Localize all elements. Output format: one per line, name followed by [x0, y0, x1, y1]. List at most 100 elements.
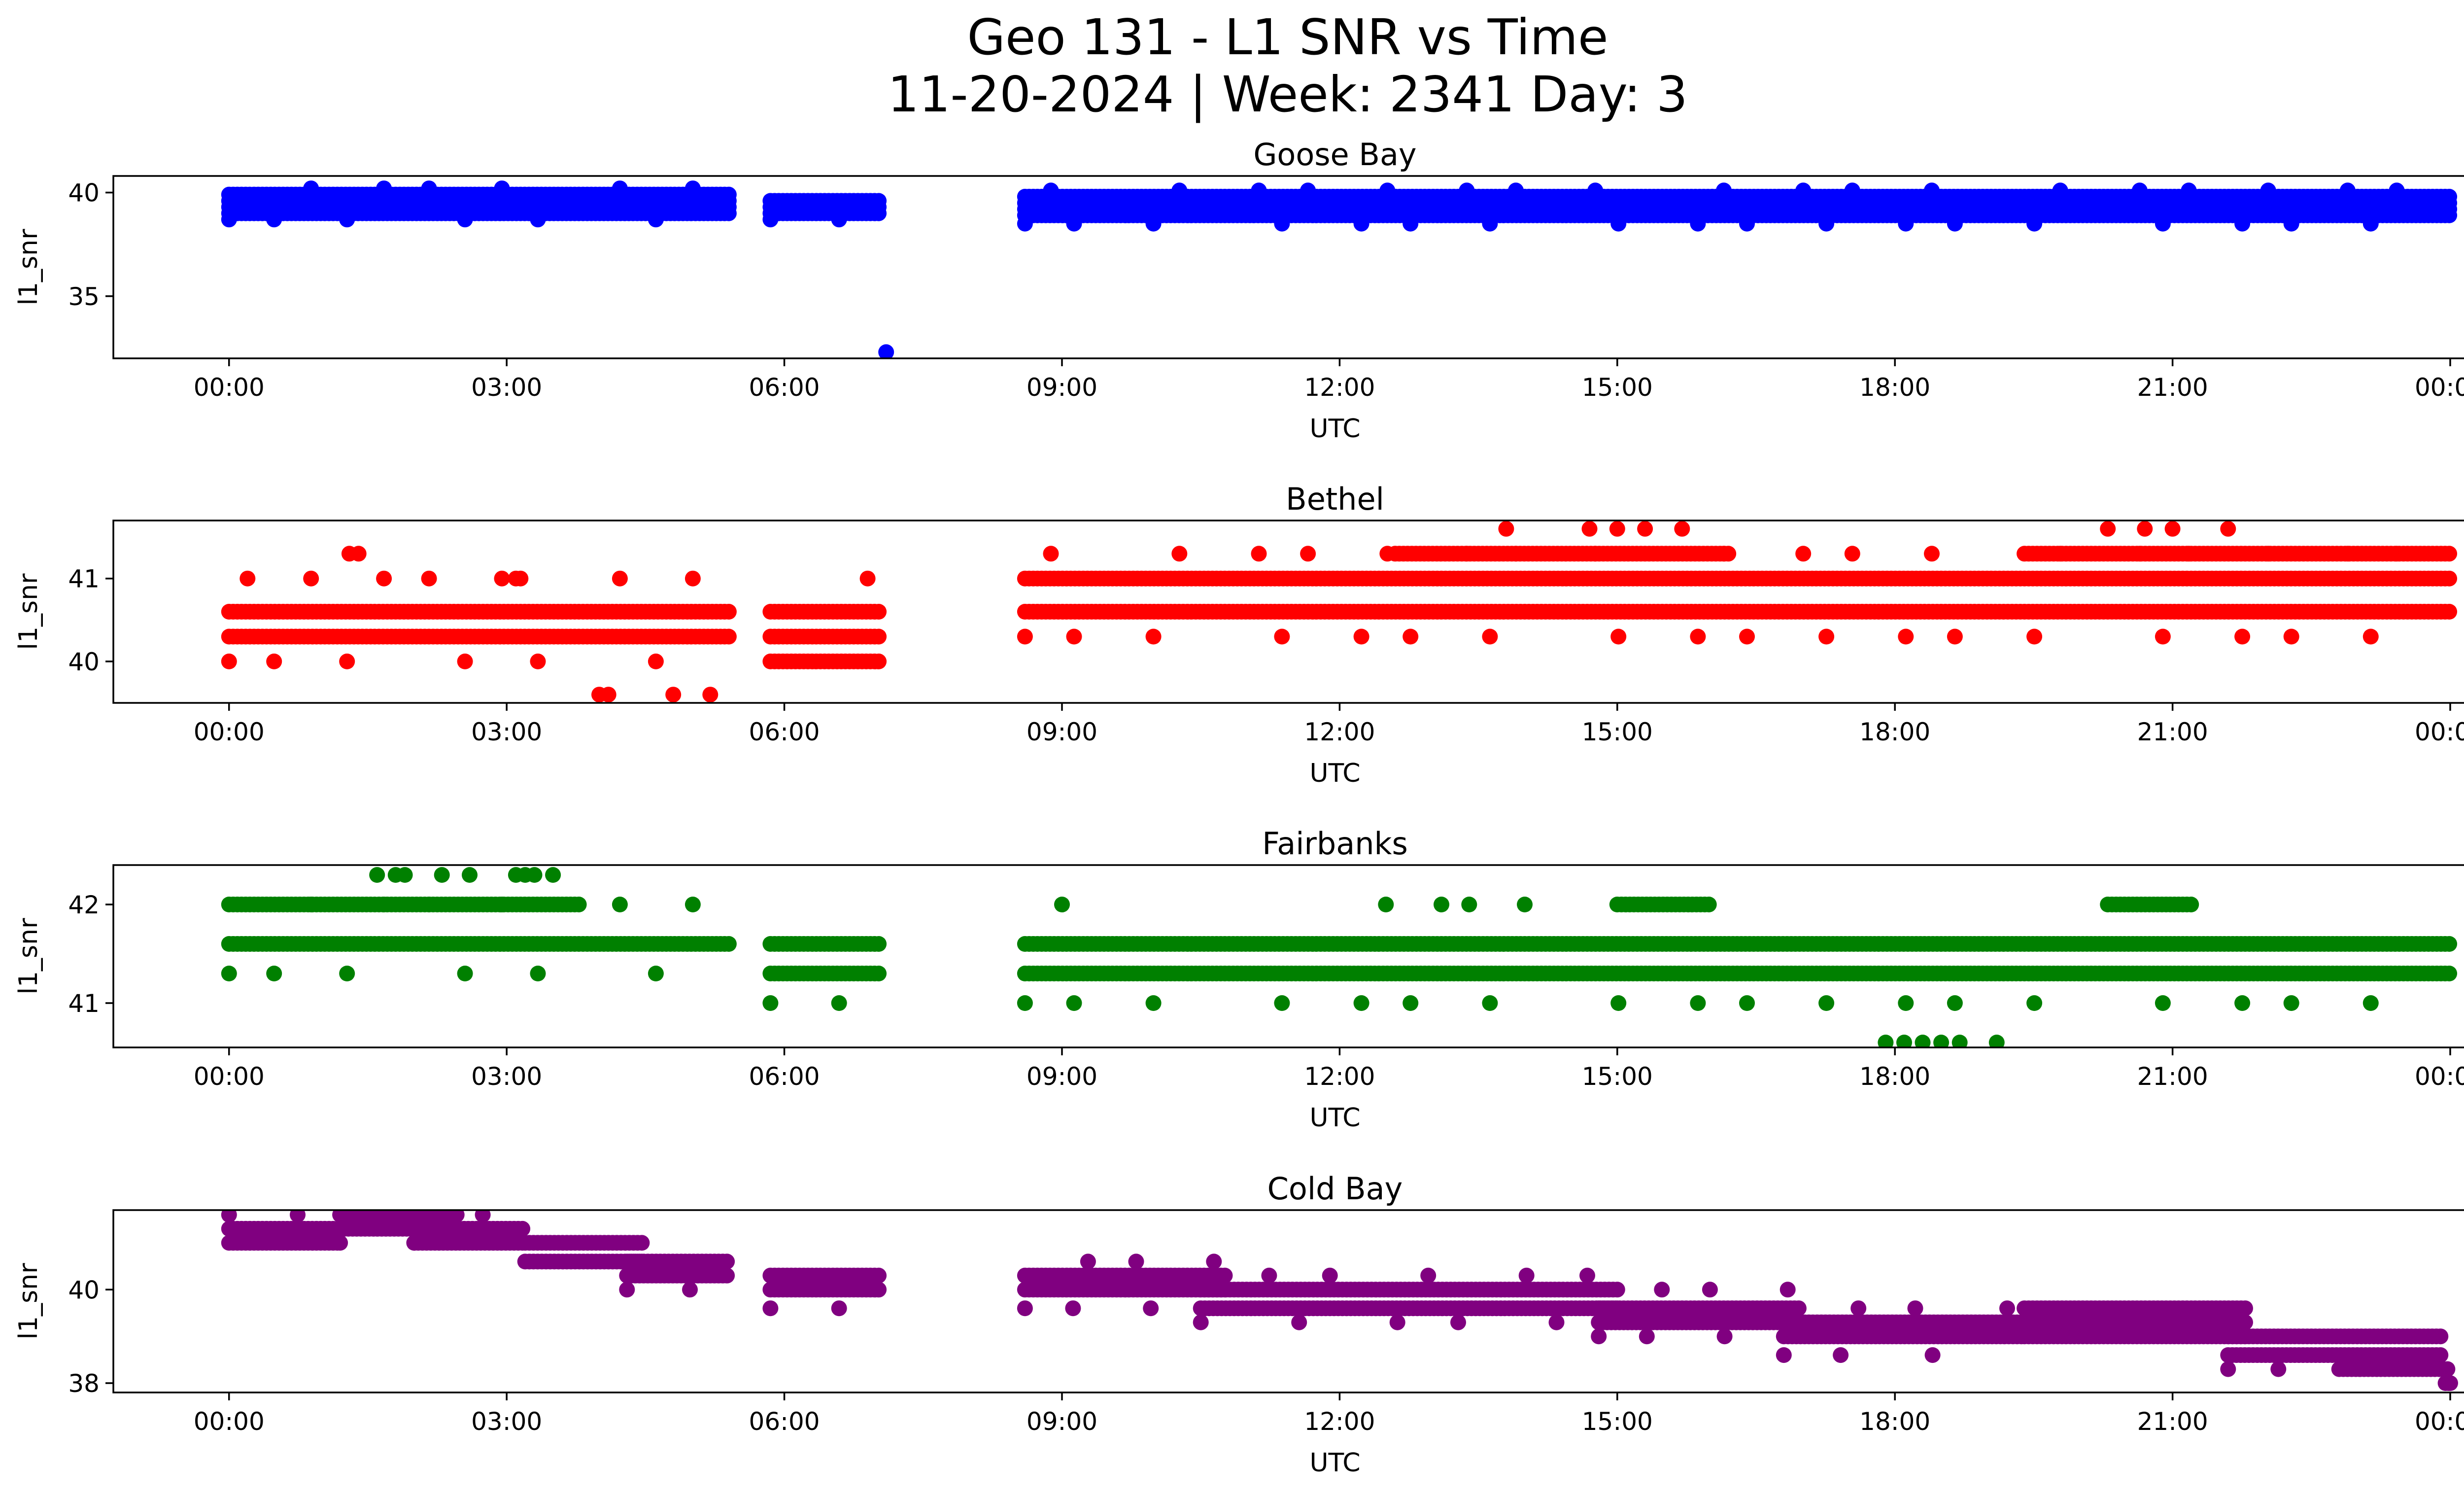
data-point — [871, 628, 887, 645]
data-point — [878, 344, 894, 358]
data-point — [871, 1267, 887, 1284]
data-point — [494, 180, 510, 197]
data-point — [612, 570, 628, 587]
data-point — [619, 1282, 635, 1298]
data-point — [1716, 182, 1732, 199]
data-point — [1353, 628, 1369, 645]
data-point — [421, 570, 437, 587]
data-point — [571, 897, 587, 912]
data-point — [871, 966, 887, 981]
data-point — [530, 966, 546, 981]
data-point — [1508, 182, 1524, 199]
data-point — [1017, 995, 1033, 1011]
data-point — [762, 995, 779, 1011]
data-point — [221, 211, 237, 228]
data-point — [1128, 1253, 1144, 1270]
panel-fairbanks-title: Fairbanks — [1262, 826, 1408, 862]
data-point — [2362, 628, 2379, 645]
data-point — [1795, 182, 1812, 199]
data-point — [1674, 521, 1690, 537]
data-point — [1054, 897, 1070, 912]
data-point — [859, 570, 876, 587]
data-point — [1300, 182, 1316, 199]
data-point — [397, 867, 413, 883]
data-point — [702, 687, 719, 703]
data-point — [1206, 1253, 1222, 1270]
data-point — [612, 897, 628, 912]
data-point — [1482, 628, 1498, 645]
goose-bay-axes-frame — [112, 175, 2464, 359]
data-point — [526, 867, 543, 883]
data-point — [2155, 995, 2171, 1011]
cold-bay-points — [221, 1210, 2458, 1391]
data-point — [720, 186, 737, 203]
data-point — [545, 867, 561, 883]
data-point — [1498, 521, 1514, 537]
data-point — [871, 936, 887, 952]
x-tick-label: 15:00 — [1582, 1062, 1653, 1091]
x-tick-label: 06:00 — [749, 1062, 820, 1091]
panel-cold-bay-title: Cold Bay — [1267, 1171, 1403, 1207]
data-point — [1274, 628, 1290, 645]
data-point — [684, 180, 701, 197]
x-tick-label: 09:00 — [1027, 1062, 1097, 1091]
bethel-points — [221, 521, 2458, 703]
data-point — [1353, 215, 1369, 232]
data-point — [457, 653, 473, 669]
data-point — [1844, 546, 1860, 562]
y-tick-label: 35 — [68, 282, 100, 311]
data-point — [1690, 215, 1706, 232]
x-tick-label: 09:00 — [1027, 373, 1097, 402]
data-point — [1065, 1300, 1081, 1317]
data-point — [600, 687, 616, 703]
data-point — [2234, 995, 2251, 1011]
data-point — [1066, 995, 1082, 1011]
data-point — [1898, 215, 1914, 232]
x-tick-label: 21:00 — [2137, 373, 2208, 402]
x-tick-label: 18:00 — [1859, 718, 1930, 746]
x-tick-label: 03:00 — [471, 373, 542, 402]
data-point — [1145, 995, 1162, 1011]
y-tick-label: 42 — [68, 891, 100, 919]
data-point — [612, 180, 628, 197]
data-point — [1017, 1300, 1033, 1317]
data-point — [1300, 546, 1316, 562]
x-tick-label: 21:00 — [2137, 718, 2208, 746]
panel-bethel: Bethel UTC l1_snr 00:00 03:00 06:00 09:00 12… — [14, 481, 2464, 788]
data-point — [1818, 215, 1835, 232]
figure-title-line2: 11-20-2024 | Week: 2341 Day: 3 — [888, 66, 1687, 123]
goose-bay-points — [221, 180, 2458, 358]
data-point — [1795, 546, 1812, 562]
data-point — [2362, 995, 2379, 1011]
panel-fairbanks-ylabel: l1_snr — [14, 918, 43, 995]
data-point — [1482, 215, 1498, 232]
data-point — [762, 1300, 779, 1317]
data-point — [2283, 995, 2299, 1011]
data-point — [266, 966, 282, 981]
panel-bethel-xlabel: UTC — [1309, 759, 1360, 788]
data-point — [2220, 521, 2236, 537]
data-point — [350, 546, 367, 562]
x-tick-label: 03:00 — [471, 718, 542, 746]
data-point — [339, 653, 355, 669]
x-tick-label: 00:00 — [2415, 718, 2464, 746]
y-tick-label: 41 — [68, 565, 100, 593]
data-point — [720, 604, 737, 620]
data-point — [240, 570, 256, 587]
data-point — [1274, 995, 1290, 1011]
panel-bethel-ylabel: l1_snr — [14, 573, 43, 650]
fairbanks-points — [221, 867, 2458, 1047]
data-point — [831, 1300, 847, 1317]
x-tick-label: 18:00 — [1859, 1062, 1930, 1091]
data-point — [720, 936, 737, 952]
x-tick-label: 00:00 — [2415, 373, 2464, 402]
data-point — [421, 180, 437, 197]
data-point — [1701, 897, 1717, 912]
data-point — [1933, 1035, 1950, 1047]
data-point — [2026, 215, 2043, 232]
data-point — [1145, 628, 1162, 645]
data-point — [2234, 215, 2251, 232]
data-point — [2441, 546, 2458, 562]
